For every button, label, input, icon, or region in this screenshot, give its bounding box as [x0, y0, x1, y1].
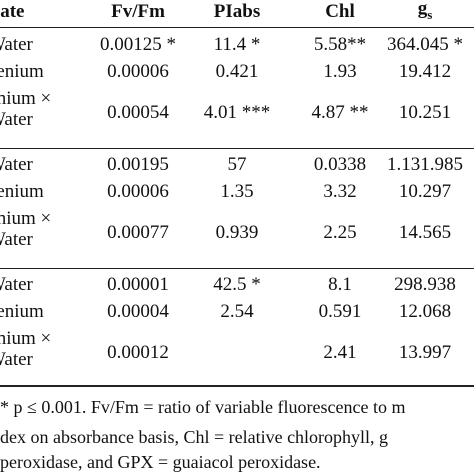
row-label: Water	[0, 154, 33, 175]
header-text: g	[417, 0, 428, 20]
cell: 11.4 *	[213, 34, 261, 55]
cell: 13.997	[398, 342, 452, 363]
cell: 42.5 *	[213, 274, 261, 295]
cell: 5.58**	[313, 34, 367, 55]
cell: 0.00054	[107, 102, 169, 123]
cell: 0.00195	[107, 154, 169, 175]
cell: 1.131.985	[387, 154, 463, 175]
header-cell: PIabs	[213, 1, 261, 22]
group-rule	[0, 385, 474, 387]
cell: 1.93	[323, 61, 357, 82]
cell: 2.54	[220, 301, 254, 322]
cell: 57	[227, 154, 247, 175]
row-label: Water	[0, 109, 33, 130]
row-label: Water	[0, 229, 33, 250]
cell: 0.00125 *	[100, 34, 176, 55]
footnote: * p ≤ 0.001. Fv/Fm = ratio of variable f…	[0, 397, 406, 417]
header-rule	[0, 27, 474, 28]
header-cell: gs	[418, 0, 433, 26]
row-label: Selenium	[0, 61, 44, 82]
cell: 0.591	[318, 301, 362, 322]
row-label: Water	[0, 349, 33, 370]
cell: 4.87 **	[311, 102, 369, 123]
cell: 0.00077	[107, 222, 169, 243]
cell: 1.35	[220, 181, 254, 202]
row-label: Selenium	[0, 301, 44, 322]
cell: 19.412	[398, 61, 452, 82]
row-label: Water	[0, 34, 33, 55]
row-label: Selenium ×	[0, 328, 52, 349]
cell: 4.01 ***	[203, 102, 271, 123]
cell: 14.565	[398, 222, 452, 243]
cell: 0.00012	[107, 342, 169, 363]
header-cell: Chl	[325, 1, 355, 22]
cell: 364.045 *	[387, 34, 463, 55]
cell: 0.421	[215, 61, 259, 82]
cell: 0.00004	[107, 301, 169, 322]
header-cell: Fv/Fm	[111, 1, 165, 22]
cell: 0.00006	[107, 61, 169, 82]
header-label: Variate	[0, 1, 25, 22]
header-subscript: s	[427, 6, 433, 22]
row-label: Water	[0, 274, 33, 295]
row-label: Selenium ×	[0, 208, 52, 229]
cell: 10.297	[398, 181, 452, 202]
cell: 2.41	[323, 342, 357, 363]
cell: 8.1	[328, 274, 352, 295]
cell: 298.938	[394, 274, 456, 295]
footnote: peroxidase, and GPX = guaiacol peroxidas…	[0, 452, 321, 472]
cell: 12.068	[398, 301, 452, 322]
cell: 0.00006	[107, 181, 169, 202]
row-label: Selenium ×	[0, 88, 52, 109]
cell: 0.00001	[107, 274, 169, 295]
cell: 2.25	[323, 222, 357, 243]
footnote: dex on absorbance basis, Chl = relative …	[0, 427, 389, 447]
cell: 3.32	[323, 181, 357, 202]
cell: 0.0338	[313, 154, 367, 175]
row-label: Selenium	[0, 181, 44, 202]
group-rule	[0, 268, 474, 269]
cell: 10.251	[398, 102, 452, 123]
cell: 0.939	[215, 222, 259, 243]
group-rule	[0, 148, 474, 149]
